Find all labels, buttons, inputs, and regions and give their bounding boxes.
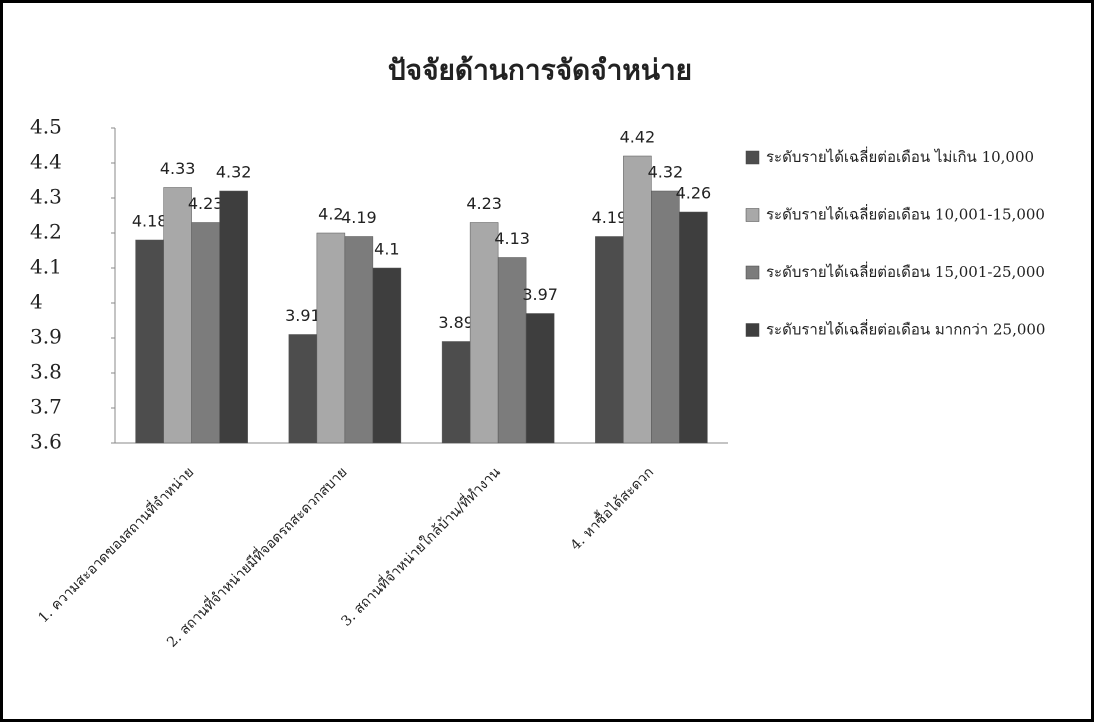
legend-swatch <box>745 323 760 337</box>
bar <box>191 222 220 444</box>
y-tick-label: 4.2 <box>30 220 62 244</box>
legend-label: ระดับรายได้เฉลี่ยต่อเดือน 10,001-15,000 <box>766 204 1045 224</box>
legend-swatch <box>745 208 760 222</box>
y-tick-label: 3.7 <box>30 395 62 419</box>
bar <box>441 341 471 444</box>
bar <box>372 267 402 444</box>
bar <box>623 155 652 444</box>
bar <box>163 187 192 444</box>
value-label: 4.13 <box>494 229 530 248</box>
y-tick-label: 4.5 <box>30 115 62 139</box>
bar <box>344 236 374 444</box>
y-tick-label: 3.6 <box>30 430 62 454</box>
bar <box>219 190 248 444</box>
value-label: 4.23 <box>188 194 224 213</box>
value-label: 4.18 <box>132 212 168 231</box>
y-tick-label: 3.9 <box>30 325 62 349</box>
bar <box>135 239 164 444</box>
value-label: 4.42 <box>620 128 656 147</box>
value-label: 4.2 <box>318 205 343 224</box>
value-label: 4.32 <box>216 163 252 182</box>
legend-label: ระดับรายได้เฉลี่ยต่อเดือน มากกว่า 25,000 <box>766 319 1045 339</box>
bar <box>316 232 346 444</box>
legend-swatch <box>745 265 760 280</box>
bar <box>595 236 624 444</box>
value-label: 3.91 <box>285 306 321 325</box>
bar <box>469 222 499 444</box>
y-tick-label: 4 <box>30 290 43 314</box>
value-label: 3.89 <box>438 313 474 332</box>
value-label: 4.32 <box>648 163 684 182</box>
legend-swatch <box>745 150 760 165</box>
y-tick-label: 4.1 <box>30 255 62 279</box>
bar <box>497 257 527 444</box>
bar <box>288 334 318 444</box>
legend-label: ระดับรายได้เฉลี่ยต่อเดือน ไม่เกิน 10,000 <box>766 146 1034 166</box>
y-tick-label: 4.4 <box>30 150 62 174</box>
value-label: 4.26 <box>676 184 712 203</box>
value-label: 4.1 <box>374 240 399 259</box>
value-label: 4.33 <box>160 159 196 178</box>
bar <box>679 211 708 444</box>
value-label: 4.19 <box>592 208 628 227</box>
value-label: 4.19 <box>341 208 377 227</box>
legend-label: ระดับรายได้เฉลี่ยต่อเดือน 15,001-25,000 <box>766 261 1045 281</box>
bar <box>651 190 680 444</box>
value-label: 4.23 <box>466 194 502 213</box>
bar <box>525 313 555 444</box>
value-label: 3.97 <box>522 285 558 304</box>
chart-title: ปัจจัยด้านการจัดจำหน่าย <box>388 54 692 87</box>
y-tick-label: 4.3 <box>30 185 62 209</box>
y-tick-label: 3.8 <box>30 360 62 384</box>
